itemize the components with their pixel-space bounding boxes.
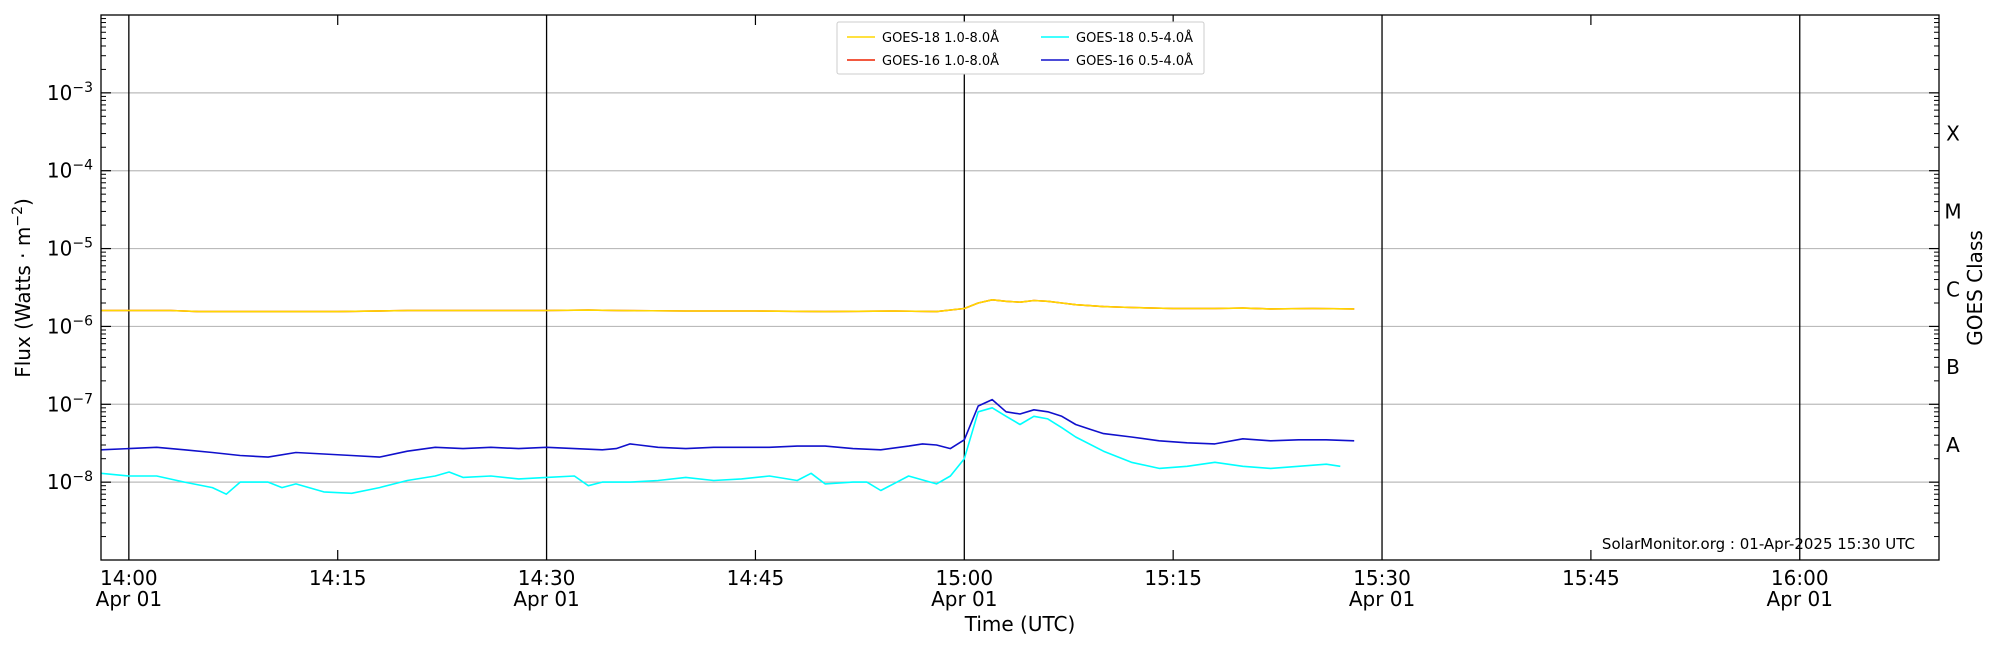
y-tick-base: 10 bbox=[47, 159, 72, 183]
goes-class-label: M bbox=[1944, 199, 1961, 223]
x-tick-date-label: Apr 01 bbox=[96, 587, 162, 611]
legend-label: GOES-16 1.0-8.0Å bbox=[882, 53, 999, 69]
goes-class-label: X bbox=[1946, 122, 1960, 146]
grid-layer bbox=[101, 92, 1939, 483]
goes-class-label: A bbox=[1946, 433, 1960, 457]
series-line bbox=[100, 398, 1355, 458]
series-line bbox=[101, 298, 1355, 313]
x-tick-label: 15:30 bbox=[1353, 566, 1411, 590]
y-tick-exponent: −8 bbox=[72, 469, 93, 485]
credit-text: SolarMonitor.org : 01-Apr-2025 15:30 UTC bbox=[1602, 535, 1915, 553]
legend-label: GOES-18 0.5-4.0Å bbox=[1076, 30, 1193, 46]
y-tick-exponent: −6 bbox=[72, 313, 93, 329]
y-tick-label: 10−8 bbox=[47, 469, 93, 494]
x-tick-date-label: Apr 01 bbox=[931, 587, 997, 611]
y-tick-base: 10 bbox=[47, 237, 72, 261]
y-axis-title: Flux (Watts · m−2) bbox=[10, 198, 35, 378]
y-tick-label: 10−4 bbox=[47, 158, 93, 183]
y-tick-base: 10 bbox=[47, 392, 72, 416]
y-axis-title-close: ) bbox=[11, 198, 35, 206]
y-axis-title-main: Flux (Watts · m bbox=[11, 227, 35, 378]
legend: GOES-18 1.0-8.0Å GOES-18 0.5-4.0Å GOES-16 … bbox=[836, 21, 1205, 75]
x-tick-date-label: Apr 01 bbox=[1767, 587, 1833, 611]
y-tick-base: 10 bbox=[47, 470, 72, 494]
x-tick-label: 15:15 bbox=[1144, 566, 1202, 590]
legend-label: GOES-16 0.5-4.0Å bbox=[1076, 53, 1193, 69]
x-tick-label: 14:30 bbox=[518, 566, 576, 590]
y-tick-label: 10−7 bbox=[47, 391, 93, 416]
x-tick-label: 14:00 bbox=[100, 566, 158, 590]
series-layer bbox=[100, 298, 1355, 496]
x-tick-label: 14:15 bbox=[309, 566, 367, 590]
x-tick-label: 14:45 bbox=[727, 566, 785, 590]
plot-frame bbox=[100, 14, 1940, 561]
y-tick-label: 10−3 bbox=[47, 80, 93, 105]
y-tick-exponent: −5 bbox=[72, 236, 93, 252]
x-tick-label: 15:45 bbox=[1562, 566, 1620, 590]
y-tick-exponent: −3 bbox=[72, 80, 93, 96]
y-axis-title-exponent: −2 bbox=[10, 206, 26, 227]
y2-axis-title: GOES Class bbox=[1963, 230, 1987, 346]
x-tick-label: 15:00 bbox=[935, 566, 993, 590]
x-axis-title: Time (UTC) bbox=[964, 612, 1076, 636]
goes-class-label: C bbox=[1946, 277, 1960, 301]
y-tick-label: 10−6 bbox=[47, 313, 93, 338]
tick-layer bbox=[101, 15, 1939, 560]
y-tick-base: 10 bbox=[47, 314, 72, 338]
series-line bbox=[100, 406, 1341, 496]
x-tick-date-label: Apr 01 bbox=[513, 587, 579, 611]
day-lines-layer bbox=[128, 15, 1801, 560]
y-tick-label: 10−5 bbox=[47, 236, 93, 261]
legend-label: GOES-18 1.0-8.0Å bbox=[882, 30, 999, 46]
goes-class-label: B bbox=[1946, 355, 1960, 379]
x-tick-date-label: Apr 01 bbox=[1349, 587, 1415, 611]
x-tick-label: 16:00 bbox=[1771, 566, 1829, 590]
y-tick-exponent: −7 bbox=[72, 391, 93, 407]
y-tick-base: 10 bbox=[47, 81, 72, 105]
y-tick-exponent: −4 bbox=[72, 158, 93, 174]
legend-box bbox=[836, 21, 1205, 75]
